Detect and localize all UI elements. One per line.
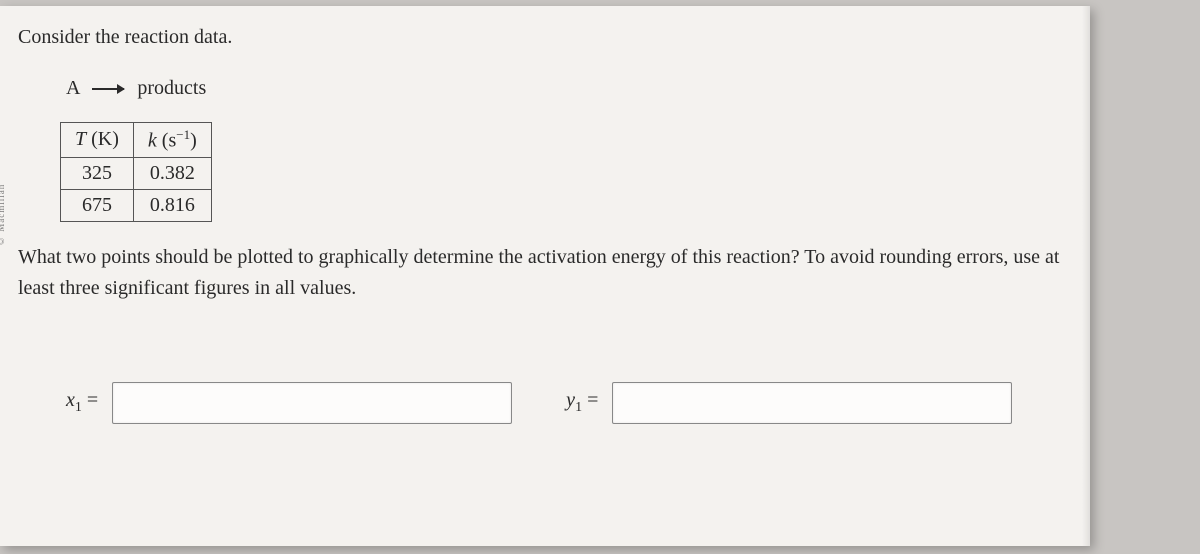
reaction-equation: A products xyxy=(66,77,1068,100)
y1-input[interactable] xyxy=(612,382,1012,424)
copyright-label: © Macmillan xyxy=(0,96,8,246)
cell-k1: 0.382 xyxy=(133,157,211,189)
k-symbol: k xyxy=(148,130,157,152)
col-header-k: k (s−1) xyxy=(133,123,211,158)
x1-eq: = xyxy=(82,389,98,411)
x1-var: x xyxy=(66,389,75,411)
y1-pair: y1 = xyxy=(566,382,1012,424)
y1-sub: 1 xyxy=(575,400,582,415)
reaction-right: products xyxy=(137,77,206,99)
table-header-row: T (K) k (s−1) xyxy=(61,123,212,158)
data-table: T (K) k (s−1) 325 0.382 675 0.816 xyxy=(60,122,212,222)
cell-t1: 325 xyxy=(61,157,134,189)
x1-pair: x1 = xyxy=(66,382,512,424)
table-row: 325 0.382 xyxy=(61,157,212,189)
t-symbol: T xyxy=(75,128,86,150)
reaction-left: A xyxy=(66,77,79,99)
content-area: Consider the reaction data. A products T… xyxy=(0,6,1090,424)
cell-t2: 675 xyxy=(61,189,134,221)
col-header-temp: T (K) xyxy=(61,123,134,158)
x1-input[interactable] xyxy=(112,382,512,424)
prompt-intro: Consider the reaction data. xyxy=(18,26,1068,49)
x1-sub: 1 xyxy=(75,400,82,415)
table-row: 675 0.816 xyxy=(61,189,212,221)
x1-label: x1 = xyxy=(66,389,98,416)
k-exp: −1 xyxy=(176,127,190,142)
reaction-arrow-icon xyxy=(92,88,124,90)
inputs-row: x1 = y1 = xyxy=(18,382,1068,424)
y1-label: y1 = xyxy=(566,389,598,416)
page-edge-shadow xyxy=(1082,6,1090,546)
k-unit-close: ) xyxy=(190,130,197,152)
t-unit: (K) xyxy=(86,128,119,150)
worksheet-page: © Macmillan Consider the reaction data. … xyxy=(0,6,1090,546)
y1-var: y xyxy=(566,389,575,411)
y1-eq: = xyxy=(582,389,598,411)
k-unit-open: (s xyxy=(157,130,176,152)
cell-k2: 0.816 xyxy=(133,189,211,221)
question-text: What two points should be plotted to gra… xyxy=(18,242,1064,304)
